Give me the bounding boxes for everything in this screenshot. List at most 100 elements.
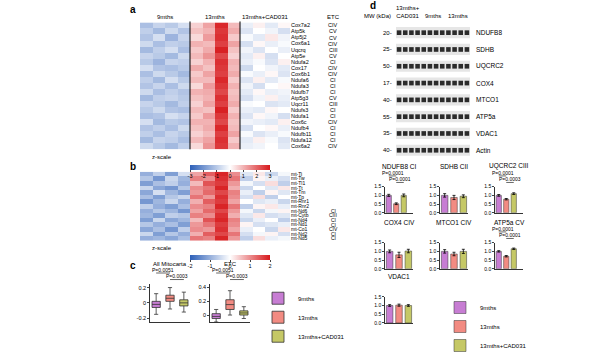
svg-text:CI: CI — [330, 83, 336, 89]
svg-text:1.5: 1.5 — [429, 183, 436, 189]
svg-text:Ndufb7: Ndufb7 — [291, 89, 309, 95]
svg-text:mt-Tl1: mt-Tl1 — [291, 180, 305, 186]
svg-text:0.5: 0.5 — [484, 257, 491, 263]
svg-text:P=0.0001: P=0.0001 — [499, 232, 521, 238]
svg-text:P=0.0003: P=0.0003 — [226, 273, 248, 279]
svg-text:2: 2 — [255, 173, 258, 179]
svg-text:CI: CI — [331, 208, 336, 214]
svg-text:mt-Tt: mt-Tt — [291, 185, 303, 191]
svg-text:MTCO1: MTCO1 — [476, 96, 499, 103]
svg-text:mt-Rnr2: mt-Rnr2 — [291, 203, 309, 209]
svg-text:ETC: ETC — [224, 261, 237, 267]
svg-text:35-: 35- — [383, 130, 392, 136]
svg-text:VDAC1: VDAC1 — [476, 130, 498, 137]
svg-text:mt-Tw: mt-Tw — [291, 175, 305, 181]
svg-text:Atp5j2: Atp5j2 — [291, 34, 307, 40]
svg-text:Uqcrq: Uqcrq — [291, 47, 306, 53]
svg-text:0: 0 — [203, 312, 206, 318]
svg-text:50-: 50- — [383, 63, 392, 69]
svg-text:CI: CI — [330, 113, 336, 119]
svg-text:40-: 40- — [383, 147, 392, 153]
svg-text:mt-Co1: mt-Co1 — [291, 226, 308, 232]
svg-text:0.5: 0.5 — [484, 201, 491, 207]
svg-text:-1: -1 — [208, 263, 213, 269]
svg-text:CIV: CIV — [328, 22, 338, 28]
svg-text:P=0.0051: P=0.0051 — [212, 267, 234, 273]
svg-text:CV: CV — [329, 35, 337, 41]
svg-text:3: 3 — [268, 173, 271, 179]
svg-text:1.0: 1.0 — [374, 302, 381, 308]
svg-text:Cox6a1: Cox6a1 — [291, 40, 310, 46]
svg-text:Actin: Actin — [476, 147, 491, 154]
svg-text:Ndufa6: Ndufa6 — [291, 77, 309, 83]
svg-text:0.0: 0.0 — [429, 210, 436, 216]
svg-text:13mths: 13mths — [298, 315, 318, 321]
svg-text:Ndufa12: Ndufa12 — [291, 137, 312, 143]
svg-text:mt-Nd6: mt-Nd6 — [291, 208, 308, 214]
svg-text:b: b — [130, 161, 136, 172]
svg-text:mt-Nd4: mt-Nd4 — [291, 217, 308, 223]
svg-text:0.0: 0.0 — [374, 210, 381, 216]
svg-text:CV: CV — [329, 28, 337, 34]
svg-text:13mths: 13mths — [205, 14, 225, 20]
svg-text:Atp5e: Atp5e — [291, 53, 305, 59]
svg-text:0.5: 0.5 — [429, 257, 436, 263]
svg-text:NDUFB8: NDUFB8 — [476, 29, 502, 36]
svg-text:NDUFB8 CI: NDUFB8 CI — [382, 163, 417, 170]
svg-text:0.5: 0.5 — [374, 311, 381, 317]
svg-text:40-: 40- — [383, 97, 392, 103]
svg-text:mt-Tm: mt-Tm — [291, 189, 305, 195]
svg-text:P=0.0001: P=0.0001 — [389, 176, 411, 182]
svg-text:z-scale: z-scale — [152, 245, 172, 251]
svg-text:-1: -1 — [214, 173, 219, 179]
svg-text:z-scale: z-scale — [152, 154, 172, 160]
svg-text:CIV: CIV — [329, 226, 338, 232]
svg-text:Ndufa1: Ndufa1 — [291, 113, 309, 119]
svg-text:ATP5a CV: ATP5a CV — [494, 219, 525, 226]
svg-text:Ndufs3: Ndufs3 — [291, 107, 308, 113]
svg-text:CIII: CIII — [329, 47, 338, 53]
svg-text:P=0.0001: P=0.0001 — [382, 170, 404, 176]
svg-text:ETC: ETC — [327, 14, 340, 20]
svg-text:CIV: CIV — [328, 119, 338, 125]
svg-text:0.0: 0.0 — [484, 210, 491, 216]
svg-text:mt-Cytb: mt-Cytb — [291, 212, 309, 218]
svg-text:CIII: CIII — [329, 212, 337, 218]
svg-text:CIV: CIV — [328, 71, 338, 77]
svg-text:COX4: COX4 — [476, 80, 494, 87]
svg-text:SDHB: SDHB — [476, 46, 494, 53]
svg-text:13mths+CAD031: 13mths+CAD031 — [396, 5, 420, 19]
svg-text:CI: CI — [331, 217, 336, 223]
svg-text:1.5: 1.5 — [484, 239, 491, 245]
svg-text:1.5: 1.5 — [374, 183, 381, 189]
svg-text:1: 1 — [248, 263, 251, 269]
svg-text:CI: CI — [330, 125, 336, 131]
svg-text:CIV: CIV — [328, 41, 338, 47]
svg-text:1: 1 — [242, 173, 245, 179]
svg-text:CI: CI — [330, 137, 336, 143]
svg-text:mt-Tp: mt-Tp — [291, 194, 304, 200]
svg-text:13mths+CAD031: 13mths+CAD031 — [298, 334, 345, 340]
svg-text:Cox7a2: Cox7a2 — [291, 22, 310, 28]
svg-text:COX4 CIV: COX4 CIV — [384, 219, 415, 226]
svg-text:1.0: 1.0 — [429, 192, 436, 198]
svg-text:1.0: 1.0 — [484, 192, 491, 198]
svg-text:55-: 55- — [383, 114, 392, 120]
svg-text:MW (kDa): MW (kDa) — [364, 13, 391, 19]
svg-text:P=0.0001: P=0.0001 — [492, 226, 514, 232]
svg-text:mt-Rnr1: mt-Rnr1 — [291, 198, 309, 204]
svg-text:mt-Nd1: mt-Nd1 — [291, 221, 308, 227]
svg-text:Cox6c: Cox6c — [291, 119, 307, 125]
svg-text:0.2: 0.2 — [198, 298, 206, 304]
svg-text:VDAC1: VDAC1 — [388, 273, 410, 280]
svg-text:0.0: 0.0 — [374, 266, 381, 272]
svg-text:Ndufa2: Ndufa2 — [291, 59, 309, 65]
svg-text:0: 0 — [143, 300, 146, 306]
svg-text:Atp5g3: Atp5g3 — [291, 95, 308, 101]
svg-text:0.0: 0.0 — [484, 266, 491, 272]
svg-text:mt-Ti: mt-Ti — [291, 171, 302, 177]
svg-text:CI: CI — [330, 59, 336, 65]
svg-text:13mths: 13mths — [480, 324, 500, 330]
svg-text:CV: CV — [329, 95, 337, 101]
svg-text:CI: CI — [330, 89, 336, 95]
